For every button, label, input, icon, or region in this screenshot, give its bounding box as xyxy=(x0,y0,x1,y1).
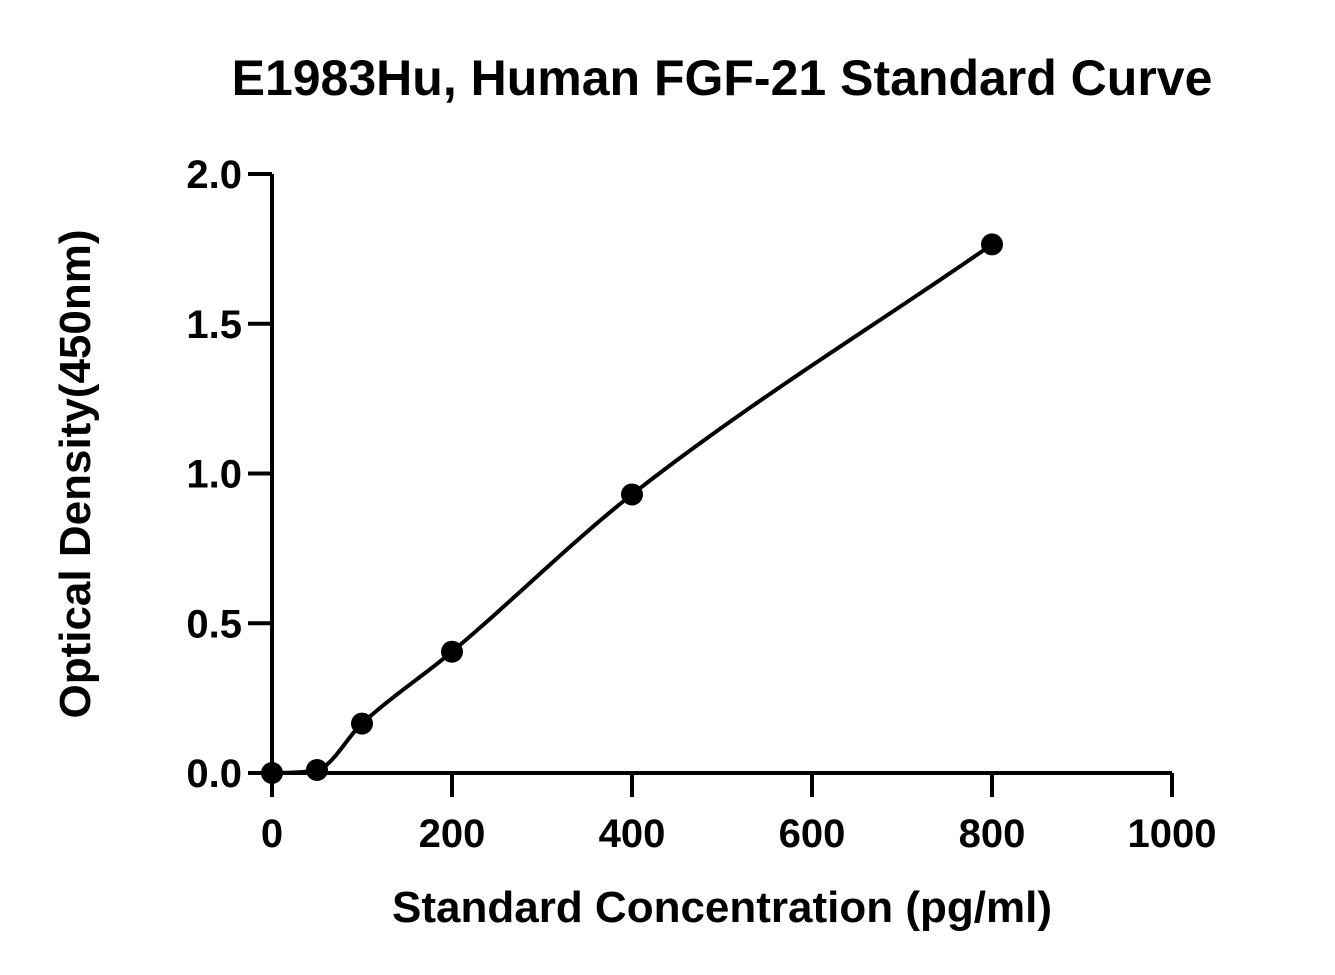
y-tick-label: 1.0 xyxy=(186,453,242,497)
x-tick-label: 400 xyxy=(599,812,666,856)
fit-curve-layer xyxy=(271,242,994,775)
y-tick-label: 0.0 xyxy=(186,752,242,796)
y-tick-label: 0.5 xyxy=(186,602,242,646)
data-point xyxy=(306,759,328,782)
x-tick-label: 1000 xyxy=(1128,812,1217,856)
y-tick-label: 1.5 xyxy=(186,303,242,347)
data-point xyxy=(441,640,463,663)
y-axis: 0.0 0.5 1.0 1.5 2.0 xyxy=(186,153,274,796)
data-point xyxy=(621,483,643,506)
x-tick-label: 0 xyxy=(261,812,283,856)
data-points-layer xyxy=(261,233,1003,784)
x-tick-label: 800 xyxy=(959,812,1026,856)
x-tick-label: 200 xyxy=(419,812,486,856)
fit-curve xyxy=(271,242,994,775)
y-axis-label: Optical Density(450nm) xyxy=(51,229,100,718)
y-tick-label: 2.0 xyxy=(186,153,242,197)
x-axis: 0 200 400 600 800 1000 xyxy=(261,771,1217,856)
data-point xyxy=(351,712,373,735)
chart-title: E1983Hu, Human FGF-21 Standard Curve xyxy=(232,50,1213,106)
x-axis-label: Standard Concentration (pg/ml) xyxy=(392,883,1052,932)
x-tick-label: 600 xyxy=(779,812,846,856)
data-point xyxy=(261,762,283,784)
data-point xyxy=(981,233,1003,256)
